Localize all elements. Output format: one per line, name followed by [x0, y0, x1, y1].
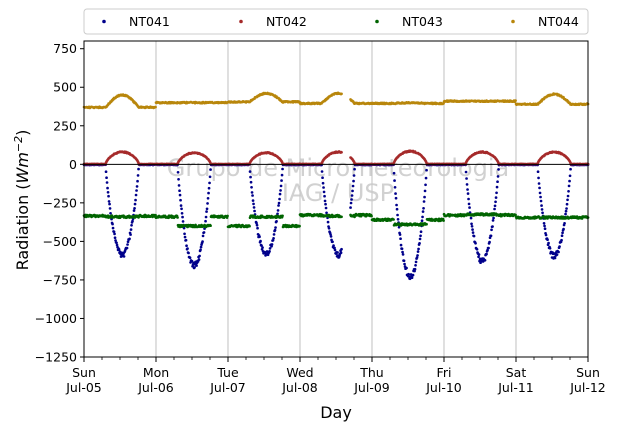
legend-marker	[375, 19, 379, 24]
y-axis-label: Radiation (Wm−2)	[12, 130, 33, 271]
legend-label: NT041	[129, 14, 170, 29]
x-tick-date: Jul-07	[209, 380, 246, 395]
y-tick-label: −500	[43, 234, 77, 249]
x-tick-date: Jul-08	[281, 380, 318, 395]
watermark-line: IAG / USP	[282, 179, 394, 207]
legend-entry-nt041: NT041	[102, 14, 170, 29]
x-tick-date: Jul-10	[425, 380, 462, 395]
vertical-grid	[155, 41, 517, 357]
x-tick-weekday: Sat	[506, 365, 527, 380]
legend-box	[83, 8, 589, 35]
legend-label: NT042	[266, 14, 307, 29]
y-tick-label: −750	[43, 272, 77, 287]
series-points	[82, 91, 590, 110]
x-tick-date: Jul-05	[65, 380, 102, 395]
y-axis: 750 500 250 0 −250 −500 −750 −1000 −1250	[35, 41, 84, 365]
legend-marker	[511, 19, 515, 24]
x-axis-label: Day	[320, 403, 352, 422]
y-tick-label: 500	[53, 80, 77, 95]
y-tick-label: 750	[53, 41, 77, 56]
series-nt043	[82, 212, 590, 229]
legend-marker	[239, 19, 243, 24]
legend-entry-nt044: NT044	[511, 14, 579, 29]
legend-label: NT043	[402, 14, 443, 29]
legend-marker	[102, 19, 106, 24]
legend-entry-nt043: NT043	[375, 14, 443, 29]
y-tick-label: −1000	[35, 311, 77, 326]
legend-entry-nt042: NT042	[239, 14, 307, 29]
x-axis: SunJul-05MonJul-06TueJul-07WedJul-08ThuJ…	[65, 357, 606, 395]
x-tick-date: Jul-12	[569, 380, 606, 395]
x-tick-weekday: Mon	[143, 365, 169, 380]
x-tick-weekday: Sun	[576, 365, 600, 380]
x-tick-date: Jul-06	[137, 380, 174, 395]
watermark-line: Grupo de Micrometeorologia	[167, 154, 509, 182]
series-nt044	[82, 91, 590, 110]
y-tick-label: −1250	[35, 350, 77, 365]
y-tick-label: −250	[43, 195, 77, 210]
x-tick-weekday: Wed	[286, 365, 313, 380]
y-tick-label: 250	[53, 118, 77, 133]
x-tick-date: Jul-11	[497, 380, 534, 395]
x-tick-weekday: Sun	[72, 365, 96, 380]
legend-label: NT044	[538, 14, 579, 29]
y-tick-label: 0	[69, 157, 77, 172]
x-tick-weekday: Thu	[359, 365, 383, 380]
x-tick-weekday: Fri	[437, 365, 452, 380]
x-tick-weekday: Tue	[216, 365, 239, 380]
series-points	[82, 212, 590, 229]
x-tick-date: Jul-09	[353, 380, 390, 395]
legend: NT041 NT042 NT043 NT044	[83, 8, 589, 35]
